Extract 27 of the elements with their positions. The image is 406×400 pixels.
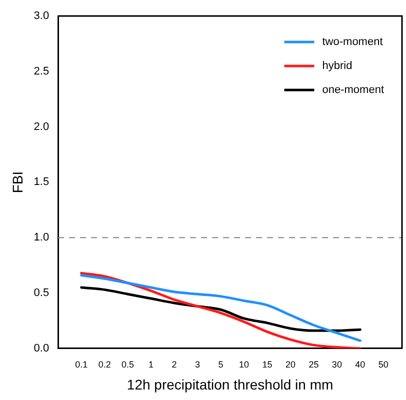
- y-axis-title: FBI: [9, 171, 26, 194]
- legend-label: one-moment: [322, 84, 384, 96]
- y-tick-label: 3.0: [34, 10, 50, 22]
- x-tick-label: 10: [238, 359, 249, 370]
- y-tick-label: 2.5: [34, 65, 50, 78]
- x-tick-label: 3: [195, 359, 200, 370]
- y-tick-label: 1.5: [34, 176, 50, 188]
- x-tick-label: 2: [172, 359, 177, 370]
- x-tick-label: 0.1: [75, 359, 88, 370]
- x-tick-label: 25: [308, 359, 319, 370]
- y-tick-label: 1.0: [34, 232, 50, 244]
- y-tick-label: 0.5: [34, 287, 50, 300]
- x-axis-title: 12h precipitation threshold in mm: [126, 376, 334, 392]
- x-tick-label: 5: [218, 359, 224, 370]
- x-tick-label: 1: [148, 359, 154, 370]
- line-series: [80, 286, 362, 332]
- x-tick-label: 15: [262, 359, 272, 370]
- y-tick-label: 2.0: [34, 120, 50, 133]
- x-tick-label: 20: [285, 359, 296, 370]
- x-tick-label: 0.5: [122, 359, 134, 370]
- x-tick-label: 40: [355, 359, 366, 370]
- x-tick-label: 30: [332, 359, 342, 370]
- x-tick-label: 0.2: [98, 359, 111, 370]
- legend-label: two-moment: [322, 36, 383, 48]
- x-tick-label: 50: [378, 359, 388, 370]
- legend-label: hybrid: [322, 60, 352, 72]
- y-tick-label: 0.0: [34, 342, 50, 354]
